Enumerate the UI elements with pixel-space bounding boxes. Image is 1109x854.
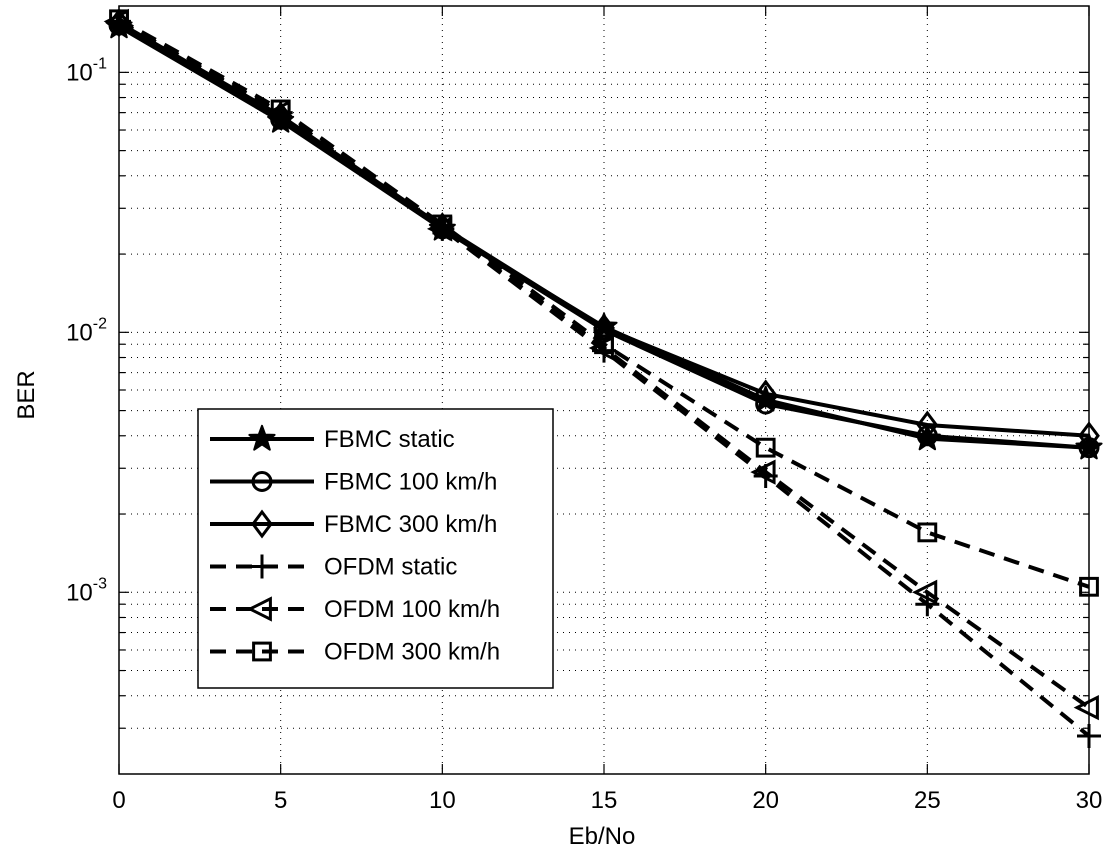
data-point [1078, 421, 1100, 451]
data-point [1078, 437, 1100, 459]
legend-entry: FBMC 100 km/h [210, 469, 497, 496]
x-tick-label: 15 [591, 787, 618, 814]
y-tick-label: 10-1 [66, 55, 107, 86]
data-point [755, 437, 776, 458]
y-tick-base: 10 [66, 579, 93, 606]
data-point [109, 9, 129, 30]
x-tick-label: 5 [274, 787, 287, 814]
y-tick-base: 10 [66, 319, 93, 346]
legend-marker [248, 424, 276, 451]
y-tick-label: 10-2 [66, 315, 107, 346]
x-tick-label: 30 [1076, 787, 1103, 814]
x-tick-label: 0 [112, 787, 125, 814]
x-tick-label: 25 [914, 787, 941, 814]
x-tick-label: 20 [752, 787, 779, 814]
axis-ticks [118, 6, 1090, 774]
data-point [915, 592, 940, 617]
legend-label: OFDM 100 km/h [324, 596, 500, 623]
legend-marker [246, 596, 272, 622]
data-point [594, 334, 614, 355]
series-line [118, 17, 1090, 589]
y-tick-label: 10-3 [66, 575, 107, 606]
series-line [118, 19, 1091, 710]
legend-marker [251, 509, 273, 539]
legend-label: OFDM 300 km/h [324, 639, 500, 666]
data-point [432, 214, 453, 235]
legend-marker [250, 554, 274, 579]
data-point [750, 459, 776, 485]
y-tick-exponent: -1 [93, 55, 107, 72]
data-point [1073, 695, 1099, 721]
data-point [1077, 724, 1101, 749]
data-point [916, 410, 939, 440]
data-point [270, 99, 291, 120]
legend-label: FBMC 100 km/h [324, 469, 497, 496]
legend-entry: OFDM 100 km/h [210, 596, 500, 623]
data-point [917, 522, 938, 543]
legend-box [197, 408, 554, 689]
legend-entry: OFDM 300 km/h [210, 639, 500, 666]
series-ofdm-300-km-h [109, 9, 1099, 597]
legend: FBMC static FBMC 100 km/h FBMC 300 km/h OFD… [197, 408, 554, 689]
x-tick-label: 10 [429, 787, 456, 814]
legend-entry: OFDM static [210, 554, 457, 581]
legend-entry: FBMC static [210, 424, 455, 453]
legend-label: FBMC 300 km/h [324, 511, 497, 538]
series-layer [103, 8, 1103, 749]
x-axis-label: Eb/No [569, 823, 636, 850]
y-tick-exponent: -2 [93, 315, 107, 332]
data-point [1079, 576, 1099, 597]
y-tick-base: 10 [66, 59, 93, 86]
y-tick-exponent: -3 [93, 575, 107, 592]
legend-marker [252, 641, 272, 662]
legend-label: OFDM static [324, 554, 457, 581]
y-axis-label: BER [13, 370, 40, 419]
data-point [754, 379, 777, 409]
legend-entry: FBMC 300 km/h [210, 509, 497, 539]
data-point [911, 579, 938, 605]
legend-label: FBMC static [324, 426, 455, 453]
legend-marker [251, 471, 273, 492]
